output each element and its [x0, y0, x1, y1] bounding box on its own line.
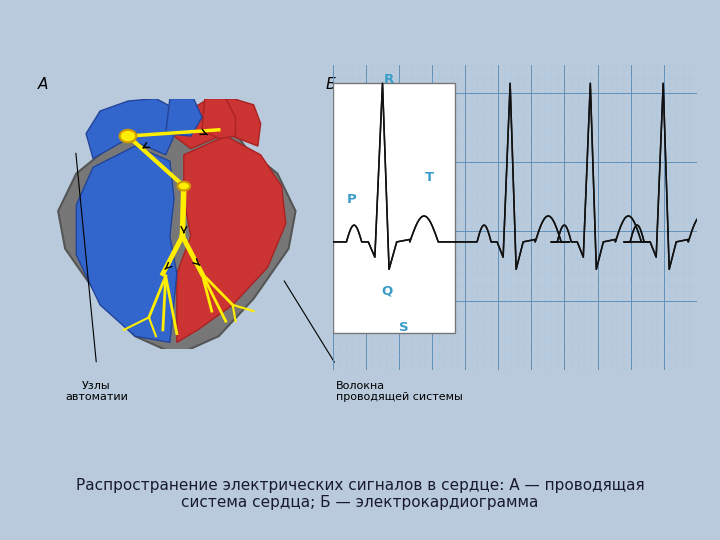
Polygon shape [174, 99, 261, 148]
Text: Волокна
проводящей системы: Волокна проводящей системы [336, 381, 463, 402]
Text: Б: Б [326, 77, 336, 92]
Polygon shape [202, 99, 235, 139]
Polygon shape [76, 146, 177, 342]
Text: Распространение электрических сигналов в сердце: А — проводящая
система сердца; : Распространение электрических сигналов в… [76, 478, 644, 510]
Polygon shape [58, 117, 295, 355]
Polygon shape [166, 99, 202, 136]
Text: Q: Q [382, 284, 393, 297]
Bar [333, 83, 454, 333]
Ellipse shape [120, 130, 136, 143]
Text: P: P [347, 193, 357, 206]
Polygon shape [86, 99, 184, 159]
Text: S: S [399, 321, 408, 334]
Text: Узлы
автоматии: Узлы автоматии [65, 381, 128, 402]
Text: R: R [384, 73, 394, 86]
Text: А: А [38, 77, 48, 92]
Polygon shape [177, 136, 286, 342]
Ellipse shape [178, 181, 190, 191]
Text: T: T [425, 171, 433, 184]
